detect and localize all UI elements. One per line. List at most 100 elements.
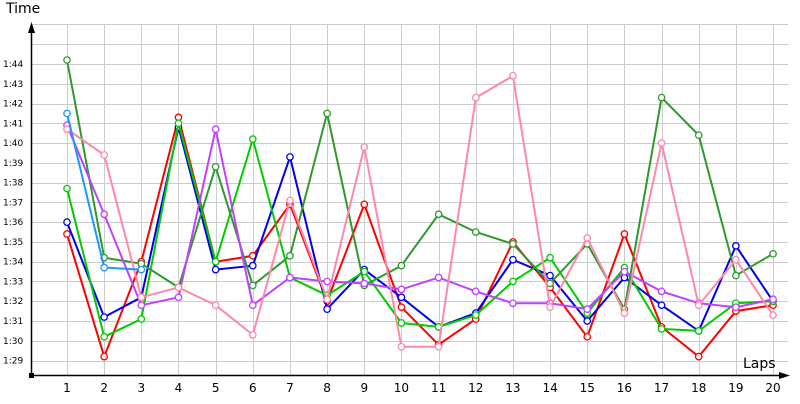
data-point xyxy=(546,279,554,288)
x-tick-label: 10 xyxy=(394,381,409,395)
x-tick-label: 16 xyxy=(617,381,632,395)
x-tick-label: 8 xyxy=(323,381,331,395)
data-point xyxy=(248,281,257,290)
data-point xyxy=(63,109,71,118)
data-point xyxy=(323,305,331,313)
series-bright-green xyxy=(63,119,777,341)
data-point xyxy=(100,332,109,341)
data-point xyxy=(100,313,109,321)
x-tick-label: 13 xyxy=(505,381,520,395)
data-point xyxy=(248,261,257,270)
data-point xyxy=(694,301,703,310)
data-point xyxy=(620,230,629,238)
data-point xyxy=(286,251,294,260)
data-point xyxy=(174,293,183,302)
data-point xyxy=(546,253,554,262)
x-tick-label: 6 xyxy=(249,381,257,395)
data-point xyxy=(434,342,443,351)
data-point xyxy=(471,311,480,319)
y-tick-label: 1:36 xyxy=(3,218,23,228)
data-point xyxy=(509,240,517,248)
data-point xyxy=(620,267,629,276)
data-point xyxy=(100,151,109,159)
data-point xyxy=(657,301,666,310)
data-point xyxy=(63,184,71,193)
y-tick-label: 1:32 xyxy=(3,297,23,307)
data-point xyxy=(657,93,666,102)
data-point xyxy=(63,230,71,238)
data-point xyxy=(63,218,71,227)
data-point xyxy=(694,131,703,140)
x-tick-label: 11 xyxy=(431,381,446,395)
data-point xyxy=(471,93,480,102)
data-point xyxy=(211,162,220,171)
data-point xyxy=(471,228,480,236)
data-point xyxy=(63,125,71,134)
series-blue xyxy=(63,123,777,335)
data-point xyxy=(100,263,109,272)
data-point xyxy=(509,277,517,286)
data-point xyxy=(137,265,146,274)
data-point xyxy=(137,315,146,323)
data-point xyxy=(694,327,703,335)
y-tick-label: 1:31 xyxy=(3,317,23,327)
x-tick-label: 14 xyxy=(542,381,557,395)
x-tick-label: 7 xyxy=(286,381,294,395)
series-light-blue xyxy=(63,109,146,274)
x-tick-label: 17 xyxy=(654,381,669,395)
y-axis-title: Time xyxy=(6,1,41,17)
data-point xyxy=(732,303,740,312)
data-point xyxy=(471,287,480,296)
y-tick-label: 1:30 xyxy=(3,337,23,347)
data-point xyxy=(397,342,406,351)
data-point xyxy=(100,352,109,361)
data-point xyxy=(694,352,703,361)
x-axis-title: Laps xyxy=(743,356,776,372)
data-point xyxy=(732,242,740,250)
x-tick-label: 20 xyxy=(765,381,780,395)
data-point xyxy=(360,279,369,288)
data-point xyxy=(360,200,369,209)
data-point xyxy=(286,196,294,205)
data-point xyxy=(732,255,740,264)
data-point xyxy=(397,261,406,270)
series-lines xyxy=(63,56,777,361)
y-tick-label: 1:34 xyxy=(3,258,23,268)
data-point xyxy=(509,72,517,80)
data-point xyxy=(657,139,666,147)
data-point xyxy=(434,273,443,282)
data-point xyxy=(583,234,592,242)
x-tick-label: 15 xyxy=(580,381,595,395)
data-point xyxy=(546,271,554,280)
data-point xyxy=(360,143,369,151)
y-tick-label: 1:42 xyxy=(3,100,23,110)
data-point xyxy=(248,301,257,310)
data-point xyxy=(732,271,740,280)
x-tick-label: 12 xyxy=(468,381,483,395)
x-tick-label: 1 xyxy=(63,381,71,395)
data-point xyxy=(211,301,220,310)
data-point xyxy=(769,311,777,319)
data-point xyxy=(397,285,406,294)
y-tick-label: 1:40 xyxy=(3,139,23,149)
x-tick-label: 19 xyxy=(728,381,743,395)
data-point xyxy=(397,319,406,327)
series-pink xyxy=(63,72,777,351)
data-point xyxy=(397,293,406,302)
data-point xyxy=(583,332,592,341)
axes xyxy=(28,22,790,379)
y-tick-label: 1:38 xyxy=(3,179,23,189)
y-tick-label: 1:44 xyxy=(3,60,23,70)
y-tick-label: 1:35 xyxy=(3,238,23,248)
data-point xyxy=(583,317,592,325)
x-tick-label: 18 xyxy=(691,381,706,395)
data-point xyxy=(211,265,220,274)
data-point xyxy=(211,125,220,134)
data-point xyxy=(434,210,443,219)
data-point xyxy=(546,303,554,312)
data-point xyxy=(211,257,220,266)
y-tick-label: 1:39 xyxy=(3,159,23,169)
data-point xyxy=(620,309,629,317)
